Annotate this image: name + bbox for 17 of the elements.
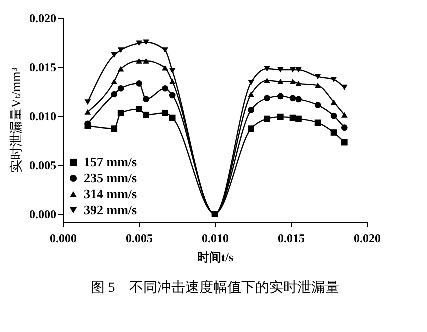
- x-tick-label: 0.000: [50, 232, 77, 246]
- legend-label: 392 mm/s: [84, 202, 138, 218]
- legend-label: 235 mm/s: [84, 170, 138, 186]
- x-tick-label: 0.005: [126, 232, 153, 246]
- x-tick-label: 0.020: [354, 232, 381, 246]
- x-tick-label: 0.015: [278, 232, 305, 246]
- y-tick-label: 0.010: [30, 110, 56, 124]
- caption: 图 5 不同冲击速度幅值下的实时泄漏量: [90, 280, 340, 296]
- x-axis-title: 时间t/s: [198, 250, 234, 264]
- y-axis-title: 实时泄漏量Vₜ/mm³: [8, 68, 24, 174]
- y-tick-label: 0.000: [30, 208, 56, 222]
- legend-label: 157 mm/s: [84, 154, 138, 170]
- y-tick-label: 0.005: [30, 158, 56, 173]
- y-tick-label: 0.015: [30, 60, 56, 75]
- x-tick-label: 0.010: [202, 232, 229, 246]
- y-tick-label: 0.020: [30, 12, 56, 26]
- legend-label: 314 mm/s: [84, 186, 138, 202]
